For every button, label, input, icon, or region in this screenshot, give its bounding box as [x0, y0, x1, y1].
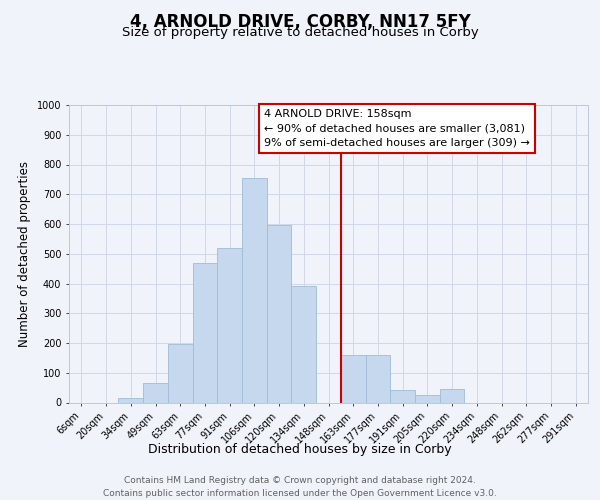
Y-axis label: Number of detached properties: Number of detached properties — [19, 161, 31, 347]
Bar — [242, 178, 267, 402]
Bar — [217, 248, 242, 402]
Text: Size of property relative to detached houses in Corby: Size of property relative to detached ho… — [122, 26, 478, 39]
Bar — [193, 262, 217, 402]
Bar — [415, 395, 440, 402]
Text: 4 ARNOLD DRIVE: 158sqm
← 90% of detached houses are smaller (3,081)
9% of semi-d: 4 ARNOLD DRIVE: 158sqm ← 90% of detached… — [263, 110, 530, 148]
Bar — [267, 226, 292, 402]
Bar — [168, 344, 193, 403]
Text: Contains HM Land Registry data © Crown copyright and database right 2024.
Contai: Contains HM Land Registry data © Crown c… — [103, 476, 497, 498]
Bar — [143, 383, 168, 402]
Bar — [390, 390, 415, 402]
Bar — [365, 355, 390, 403]
Bar — [440, 389, 464, 402]
Bar — [341, 355, 365, 403]
Bar — [292, 286, 316, 403]
Text: 4, ARNOLD DRIVE, CORBY, NN17 5FY: 4, ARNOLD DRIVE, CORBY, NN17 5FY — [130, 12, 470, 30]
Text: Distribution of detached houses by size in Corby: Distribution of detached houses by size … — [148, 444, 452, 456]
Bar — [118, 398, 143, 402]
